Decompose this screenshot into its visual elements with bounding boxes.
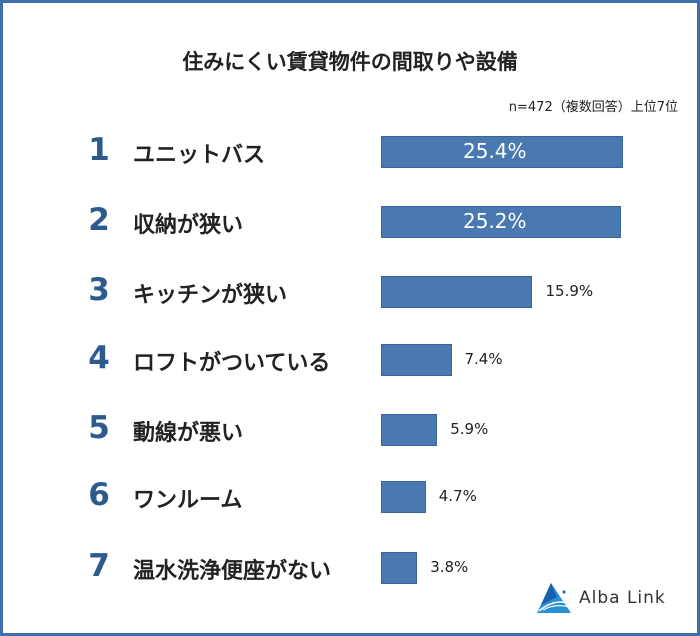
- category-label: ユニットバス: [133, 143, 266, 168]
- category-label: ロフトがついている: [133, 351, 331, 376]
- category-label: 温水洗浄便座がない: [133, 559, 332, 584]
- bar: [381, 136, 623, 168]
- value-label: 15.9%: [545, 282, 594, 300]
- rank-number: 1: [88, 132, 110, 168]
- rank-number: 5: [88, 410, 110, 446]
- category-label: 動線が悪い: [133, 421, 244, 446]
- bar: [381, 552, 418, 584]
- value-label: 25.4%: [463, 139, 527, 163]
- chart-title: 住みにくい賃貸物件の間取りや設備: [182, 50, 518, 74]
- brand-name: Alba Link: [579, 588, 666, 608]
- value-label: 25.2%: [463, 209, 527, 233]
- value-label: 7.4%: [464, 350, 503, 368]
- rank-number: 6: [88, 477, 110, 513]
- category-label: ワンルーム: [133, 488, 243, 513]
- brand-logo: Alba Link: [537, 583, 666, 613]
- value-label: 5.9%: [450, 420, 489, 438]
- bar: [381, 481, 426, 513]
- bar: [381, 414, 438, 446]
- bar: [381, 344, 452, 376]
- value-label: 3.8%: [430, 558, 469, 576]
- rank-number: 3: [88, 272, 110, 308]
- rank-number: 4: [88, 340, 110, 376]
- sample-note: n=472（複数回答）上位7位: [508, 100, 678, 115]
- rank-number: 7: [88, 548, 110, 584]
- category-label: キッチンが狭い: [133, 283, 288, 308]
- bar: [381, 276, 533, 308]
- category-label: 収納が狭い: [133, 213, 244, 238]
- value-label: 4.7%: [438, 487, 477, 505]
- bar: [381, 206, 622, 238]
- rank-number: 2: [88, 202, 110, 238]
- triangle-mountain-icon: [537, 583, 571, 613]
